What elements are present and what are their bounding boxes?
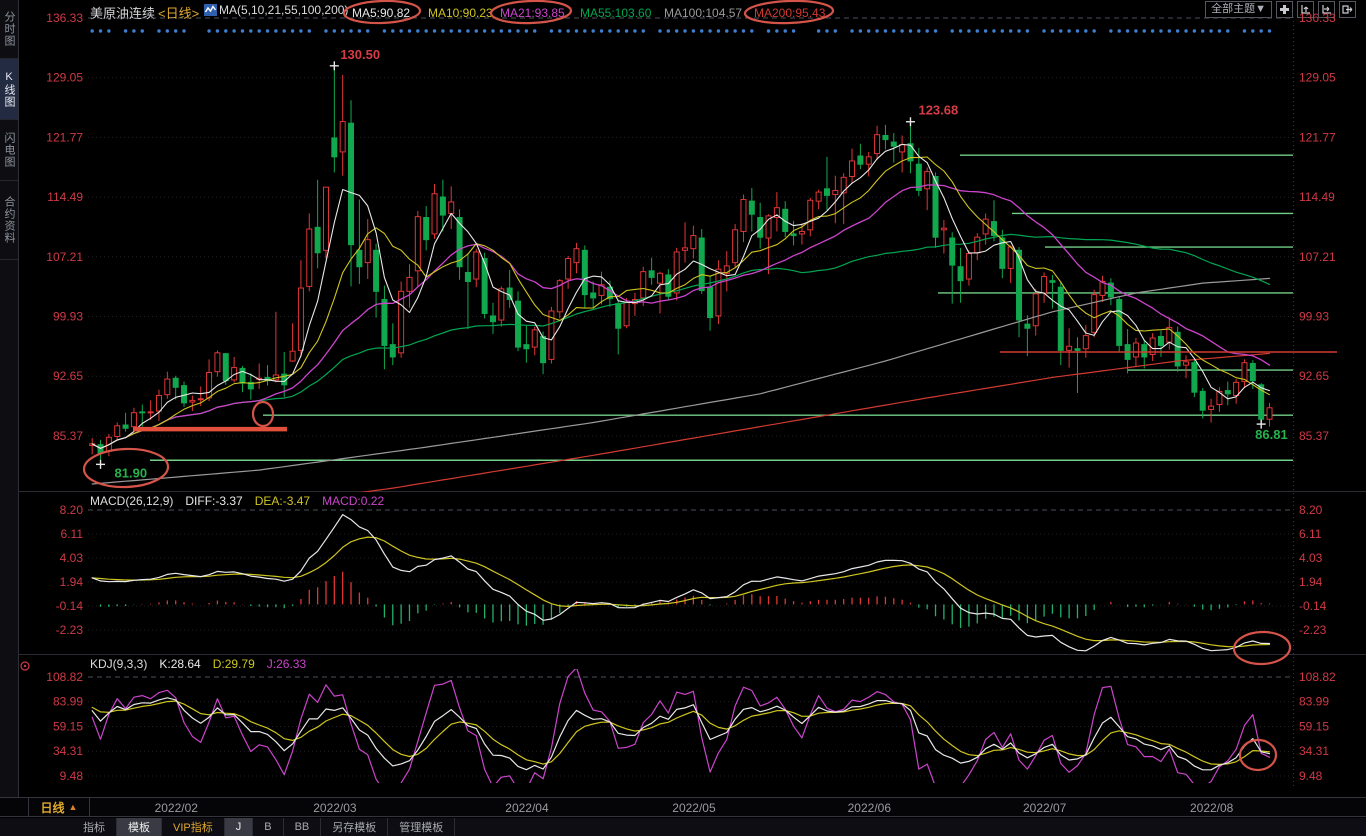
indicator-tab-bar: 指标 模板 VIP指标 J B BB 另存模板 管理模板	[0, 818, 1366, 836]
ma-params-label: MA(5,10,21,55,100,200)	[219, 3, 349, 17]
price-axis-label: 85.37	[53, 429, 83, 443]
kline-chart-icon	[204, 4, 217, 16]
kdj-axis-label: 34.31	[1299, 744, 1329, 758]
period-arrow-icon: ▲	[68, 802, 78, 812]
price-axis-label: 121.77	[1299, 130, 1336, 144]
price-axis-label: 107.21	[1299, 250, 1336, 264]
price-axis-label: 114.49	[1299, 190, 1335, 204]
theme-dropdown-button[interactable]: 全部主题▼	[1205, 1, 1272, 18]
left-sidebar: 分时图 K线图 闪电图 合约资料	[0, 0, 19, 797]
sidebar-tab-4[interactable]: 合约资料	[0, 181, 18, 260]
kdj-axis-label: 34.31	[53, 744, 83, 758]
macd-axis-label: 8.20	[1299, 503, 1323, 517]
macd-axis-label: 4.03	[60, 551, 84, 565]
bottom-tab-5[interactable]: B	[253, 818, 284, 836]
ma-legend-item-6: MA200:95.43	[754, 6, 826, 20]
period-label: 日线	[40, 800, 65, 815]
macd-value-3: MACD:0.22	[322, 494, 385, 508]
kdj-value-1: K:28.64	[159, 657, 201, 671]
price-axis-label: 99.93	[53, 310, 83, 324]
price-axis-label: 114.49	[47, 190, 83, 204]
period-tag: <日线>	[158, 6, 200, 21]
bottom-tab-3[interactable]: VIP指标	[162, 818, 225, 836]
pan-tool-icon[interactable]	[1276, 1, 1293, 18]
ma-legend-item-4: MA55:103.60	[580, 6, 652, 20]
sidebar-tab-3[interactable]: 闪电图	[0, 120, 18, 181]
kdj-axis-label: 83.99	[1299, 695, 1329, 709]
macd-axis-label: 6.11	[1299, 527, 1322, 541]
fit-horizontal-axis-icon[interactable]	[1318, 1, 1335, 18]
bottom-tab-7[interactable]: 另存模板	[321, 818, 389, 836]
symbol-title: 美原油连续	[90, 6, 156, 21]
bottom-tab-4[interactable]: J	[224, 818, 254, 836]
header-toolbar: 全部主题▼	[1205, 1, 1356, 18]
tabbar-spacer	[0, 818, 72, 836]
macd-axis-label: -0.14	[56, 599, 84, 613]
sidebar-tab-2[interactable]: K线图	[0, 59, 18, 120]
kdj-value-3: J:26.33	[266, 657, 307, 671]
macd-axis-label: 6.11	[61, 527, 84, 541]
price-axis-label: 92.65	[1299, 369, 1329, 383]
macd-value-2: DEA:-3.47	[254, 494, 311, 508]
kdj-title: KDJ(9,3,3)	[90, 657, 148, 671]
kdj-axis-label: 9.48	[1299, 769, 1323, 783]
macd-legend: MACD(26,12,9) DIFF:-3.37 DEA:-3.47 MACD:0.…	[90, 494, 384, 508]
sidebar-tab-1[interactable]: 分时图	[0, 0, 18, 59]
kdj-axis-label: 59.15	[53, 719, 83, 733]
kdj-axis-label: 83.99	[53, 695, 83, 709]
macd-axis-label: 8.20	[60, 503, 84, 517]
macd-title: MACD(26,12,9)	[90, 494, 174, 508]
bottom-tab-1[interactable]: 指标	[72, 818, 117, 836]
macd-axis-label: 1.94	[60, 575, 84, 589]
ma-legend-item-1: MA5:90.82	[352, 6, 411, 20]
x-axis-bar: 日线 ▲	[0, 797, 1366, 817]
price-axis-label: 129.05	[1299, 71, 1336, 85]
price-axis-label: 85.37	[1299, 429, 1329, 443]
kdj-axis-label: 108.82	[1299, 670, 1336, 684]
price-axis-label: 107.21	[46, 250, 83, 264]
price-axis-label: 129.05	[46, 71, 83, 85]
macd-axis-label: -0.14	[1299, 599, 1327, 613]
bottom-tab-8[interactable]: 管理模板	[388, 818, 456, 836]
bottom-tab-2[interactable]: 模板	[117, 818, 162, 836]
macd-axis-label: 1.94	[1299, 575, 1323, 589]
price-axis-label: 121.77	[46, 130, 83, 144]
macd-axis-label: 4.03	[1299, 551, 1323, 565]
chart-header: 美原油连续 <日线> MA(5,10,21,55,100,200) MA5:90…	[0, 0, 1366, 22]
kdj-value-2: D:29.79	[212, 657, 255, 671]
chart-plot-area[interactable]	[88, 17, 1293, 787]
macd-axis-label: -2.23	[56, 623, 84, 637]
kdj-axis-label: 9.48	[60, 769, 84, 783]
macd-value-1: DIFF:-3.37	[185, 494, 243, 508]
kdj-axis-label: 59.15	[1299, 719, 1329, 733]
kdj-axis-label: 108.82	[46, 670, 83, 684]
price-axis-label: 92.65	[53, 369, 83, 383]
bottom-tab-6[interactable]: BB	[284, 818, 322, 836]
fit-vertical-axis-icon[interactable]	[1297, 1, 1314, 18]
price-axis-label: 99.93	[1299, 310, 1329, 324]
ma-legend-item-5: MA100:104.57	[664, 6, 743, 20]
macd-axis-label: -2.23	[1299, 623, 1327, 637]
ma-legend-item-3: MA21:93.85	[500, 6, 565, 20]
kdj-legend: KDJ(9,3,3) K:28.64 D:29.79 J:26.33	[90, 657, 306, 671]
ma-legend-item-2: MA10:90.23	[428, 6, 493, 20]
period-selector[interactable]: 日线 ▲	[28, 798, 90, 816]
kdj-marker-icon	[20, 661, 30, 671]
pop-out-window-icon[interactable]	[1339, 1, 1356, 18]
